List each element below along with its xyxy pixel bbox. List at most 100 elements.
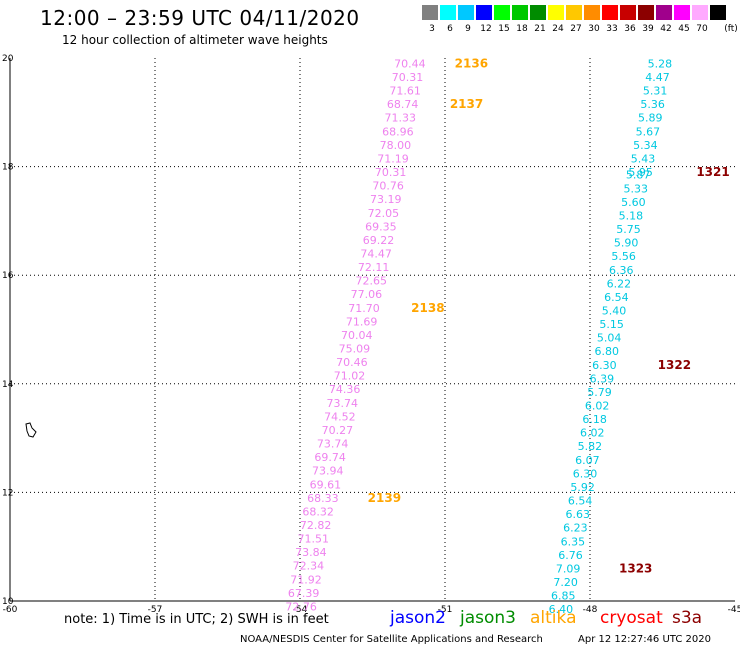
x-tick-label: -51: [438, 605, 453, 615]
colorbar-cell: [674, 5, 691, 20]
data-label: 69.22: [363, 234, 395, 247]
data-label: 70.31: [392, 71, 424, 84]
pass-number-label: 2139: [368, 491, 401, 505]
data-label: 5.67: [636, 125, 661, 138]
colorbar-cell: [566, 5, 583, 20]
colorbar-label: 36: [624, 24, 636, 34]
legend-jason3: jason3: [460, 608, 516, 628]
y-tick-label: 20: [2, 54, 14, 64]
colorbar-label: 45: [678, 24, 690, 34]
colorbar-cell: [530, 5, 547, 20]
data-label: 6.30: [573, 467, 598, 480]
colorbar-cell: [602, 5, 619, 20]
colorbar-label: 27: [570, 24, 582, 34]
legend-cryosat: cryosat: [600, 608, 663, 628]
data-label: 6.40: [549, 603, 574, 615]
data-label: 68.74: [387, 98, 419, 111]
data-label: 5.90: [614, 237, 639, 250]
colorbar-label: 9: [465, 24, 471, 34]
y-tick-label: 12: [2, 488, 13, 498]
data-label: 71.02: [334, 370, 366, 383]
data-label: 70.31: [375, 166, 407, 179]
data-label: 6.35: [561, 535, 586, 548]
data-label: 77.06: [351, 288, 383, 301]
colorbar-cell: [422, 5, 439, 20]
data-label: 5.18: [619, 209, 644, 222]
data-label: 5.56: [611, 250, 636, 263]
pass-number-label: 2136: [455, 56, 488, 70]
colorbar-cell: [584, 5, 601, 20]
data-label: 68.96: [382, 125, 414, 138]
data-label: 6.85: [551, 590, 576, 603]
colorbar-cell: [512, 5, 529, 20]
data-label: 73.19: [370, 193, 402, 206]
colorbar-cell: [494, 5, 511, 20]
data-label: 78.00: [380, 139, 412, 152]
data-label: 5.87: [626, 169, 651, 182]
data-label: 6.07: [575, 454, 600, 467]
data-label: 71.19: [377, 152, 409, 165]
data-label: 6.76: [558, 549, 583, 562]
y-tick-label: 14: [2, 380, 14, 390]
data-label: 5.31: [643, 85, 668, 98]
legend-s3a: s3a: [672, 608, 703, 628]
colorbar-label: 30: [588, 24, 600, 34]
data-label: 71.69: [346, 315, 378, 328]
data-label: 6.54: [568, 495, 593, 508]
y-tick-label: 10: [2, 597, 14, 607]
colorbar-cell: [476, 5, 493, 20]
data-label: 71.33: [385, 112, 417, 125]
colorbar-unit: (ft): [724, 24, 738, 34]
x-tick-label: -48: [583, 605, 598, 615]
data-label: 70.44: [394, 57, 426, 70]
data-label: 5.43: [631, 152, 656, 165]
data-label: 71.51: [298, 533, 330, 546]
colorbar-label: 70: [696, 24, 708, 34]
data-label: 70.76: [372, 180, 404, 193]
data-label: 72.11: [358, 261, 390, 274]
data-label: 5.89: [638, 112, 663, 125]
data-label: 5.82: [578, 440, 603, 453]
colorbar-label: 18: [516, 24, 528, 34]
chart-title: 12:00 – 23:59 UTC 04/11/2020: [40, 6, 360, 30]
data-label: 7.20: [553, 576, 578, 589]
data-label: 73.74: [317, 438, 349, 451]
data-label: 6.18: [582, 413, 607, 426]
data-label: 70.46: [336, 356, 368, 369]
data-label: 72.05: [368, 207, 400, 220]
island-outline: [25, 422, 37, 438]
data-label: 6.02: [580, 427, 605, 440]
data-label: 67.39: [288, 587, 320, 600]
data-label: 5.36: [640, 98, 665, 111]
colorbar-label: 12: [480, 24, 492, 34]
data-label: 5.92: [570, 481, 595, 494]
pass-number-label: 1321: [696, 165, 729, 179]
colorbar-cell: [440, 5, 457, 20]
data-label: 69.35: [365, 220, 397, 233]
data-label: 74.52: [324, 410, 356, 423]
data-label: 6.39: [590, 372, 615, 385]
data-label: 4.47: [645, 71, 670, 84]
data-label: 72.65: [356, 275, 388, 288]
data-label: 68.33: [307, 492, 339, 505]
colorbar-cell: [656, 5, 673, 20]
colorbar-cell: [710, 5, 727, 20]
data-label: 5.79: [587, 386, 612, 399]
data-label: 6.30: [592, 359, 617, 372]
colorbar-cell: [620, 5, 637, 20]
legend-jason2: jason2: [390, 608, 446, 628]
data-label: 6.54: [604, 291, 629, 304]
data-label: 5.60: [621, 196, 646, 209]
colorbar-cell: [692, 5, 709, 20]
data-label: 68.32: [302, 505, 334, 518]
y-tick-label: 18: [2, 163, 14, 173]
timestamp-text: Apr 12 12:27:46 UTC 2020: [578, 634, 711, 645]
pass-number-label: 1323: [619, 561, 652, 575]
data-label: 6.23: [563, 522, 588, 535]
colorbar-label: 39: [642, 24, 654, 34]
data-label: 72.76: [285, 600, 317, 613]
data-label: 70.04: [341, 329, 373, 342]
data-label: 69.74: [314, 451, 346, 464]
x-tick-label: -60: [3, 605, 18, 615]
